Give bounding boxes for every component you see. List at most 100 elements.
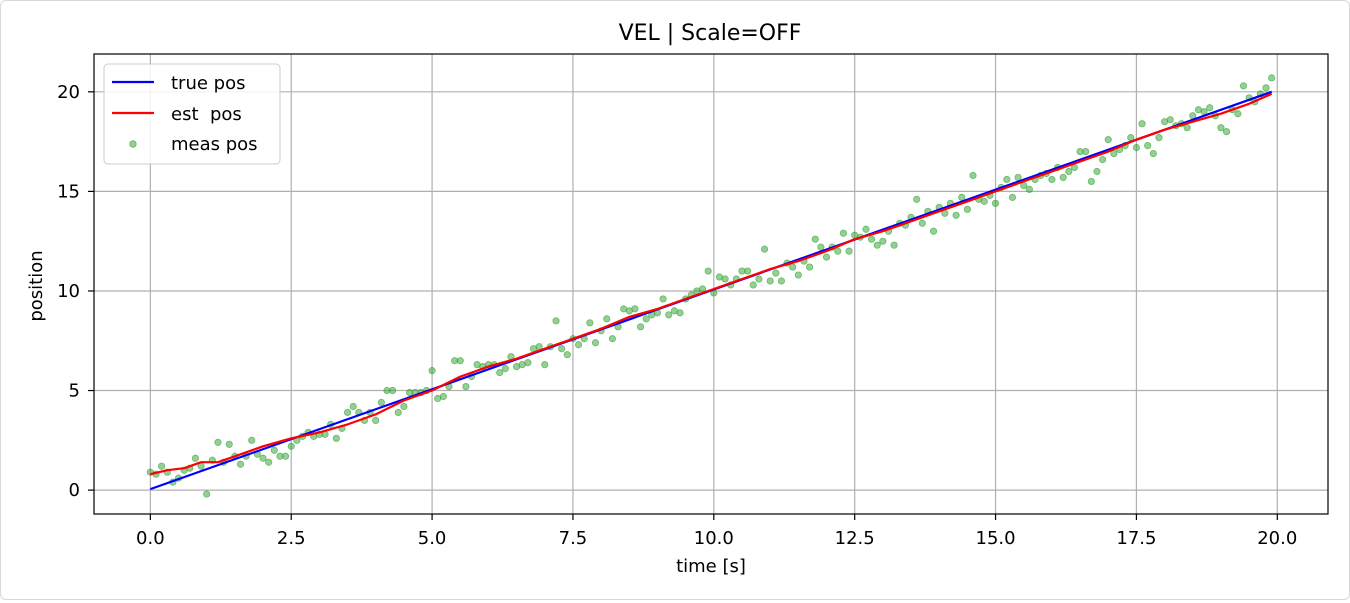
meas-pos-point <box>1065 167 1073 176</box>
y-tick-label: 10 <box>57 281 80 302</box>
meas-pos-point <box>400 402 408 411</box>
x-tick-label: 15.0 <box>976 528 1016 549</box>
meas-pos-point <box>603 315 611 323</box>
meas-pos-point <box>456 357 464 365</box>
plot-area <box>146 74 1276 498</box>
meas-pos-point <box>760 245 769 253</box>
meas-pos-point <box>608 335 616 343</box>
meas-pos-point <box>794 271 802 279</box>
legend-meas-pos-swatch <box>129 140 137 148</box>
meas-pos-point <box>372 416 380 425</box>
meas-pos-point <box>158 462 166 470</box>
x-tick-label: 10.0 <box>694 528 734 549</box>
meas-pos-point <box>574 341 583 349</box>
meas-pos-point <box>1166 116 1174 124</box>
meas-pos-point <box>1268 74 1276 82</box>
meas-pos-point <box>1217 124 1225 132</box>
meas-pos-point <box>203 490 211 498</box>
meas-pos-point <box>214 438 222 446</box>
meas-pos-point <box>1082 147 1090 156</box>
meas-pos-point <box>265 458 273 466</box>
meas-pos-point <box>541 361 549 369</box>
meas-pos-point <box>1239 82 1248 90</box>
meas-pos-point <box>1183 124 1191 132</box>
meas-pos-point <box>822 253 831 261</box>
x-tick-label: 5.0 <box>418 528 447 549</box>
meas-pos-point <box>389 386 397 395</box>
meas-pos-point <box>270 446 278 454</box>
meas-pos-point <box>665 311 673 319</box>
meas-pos-point <box>332 434 340 442</box>
meas-pos-point <box>1093 167 1101 176</box>
meas-pos-point <box>1104 136 1112 144</box>
meas-pos-point <box>1008 193 1017 201</box>
meas-pos-point <box>225 440 233 448</box>
meas-pos-point <box>349 402 357 411</box>
meas-pos-point <box>958 193 966 201</box>
meas-pos-point <box>377 398 385 407</box>
meas-pos-point <box>501 365 509 373</box>
legend-box <box>103 63 281 165</box>
meas-pos-point <box>676 309 684 317</box>
meas-pos-point <box>963 205 971 213</box>
meas-pos-point <box>191 454 200 462</box>
meas-pos-point <box>913 195 921 203</box>
meas-pos-point <box>259 454 267 462</box>
x-axis-label: time [s] <box>676 556 746 577</box>
meas-pos-point <box>918 219 926 227</box>
meas-pos-point <box>991 199 1000 207</box>
meas-pos-point <box>524 359 532 367</box>
meas-pos-point <box>343 408 352 417</box>
meas-pos-point <box>749 281 757 289</box>
meas-pos-point <box>287 442 295 450</box>
y-tick-label: 20 <box>57 82 80 103</box>
y-tick-label: 15 <box>57 181 80 202</box>
meas-pos-point <box>1144 142 1152 150</box>
legend: true pos est pos meas pos <box>103 63 281 165</box>
grid <box>94 54 1328 514</box>
meas-pos-point <box>873 241 881 249</box>
meas-pos-point <box>1222 128 1231 136</box>
meas-pos-point <box>591 339 600 347</box>
meas-pos-point <box>1234 110 1242 118</box>
meas-pos-point <box>642 315 650 323</box>
meas-pos-point <box>1132 143 1141 152</box>
legend-est-pos-label: est pos <box>171 104 242 125</box>
meas-pos-point <box>845 247 853 255</box>
meas-pos-point <box>439 392 447 401</box>
legend-meas-pos-label: meas pos <box>171 134 258 155</box>
meas-pos-point <box>631 305 639 313</box>
meas-pos-point <box>496 369 504 377</box>
meas-pos-point <box>811 235 819 243</box>
y-tick-label: 5 <box>69 381 80 402</box>
y-axis-label: position <box>26 250 47 321</box>
meas-pos-point <box>929 227 938 235</box>
x-tick-label: 12.5 <box>835 528 875 549</box>
est-pos-line <box>150 92 1273 476</box>
x-axis-ticks: 0.0 2.5 5.0 7.5 10.0 12.5 15.0 17.5 20.0 <box>136 514 1297 549</box>
meas-pos-point <box>563 351 571 359</box>
meas-pos-point <box>1155 134 1163 142</box>
meas-pos-point <box>772 269 780 277</box>
meas-pos-point <box>834 247 842 255</box>
meas-pos-point <box>552 317 560 325</box>
meas-pos-point <box>704 267 712 275</box>
x-tick-label: 2.5 <box>277 528 306 549</box>
meas-pos-point <box>1059 173 1067 182</box>
y-axis-ticks: 0 5 10 15 20 <box>57 82 94 501</box>
meas-pos-point <box>1138 120 1146 128</box>
meas-pos-point <box>806 263 814 271</box>
y-tick-label: 0 <box>69 480 80 501</box>
meas-pos-point <box>755 275 763 283</box>
meas-pos-point <box>659 295 667 303</box>
meas-pos-point <box>862 225 870 233</box>
meas-pos-point <box>766 277 774 285</box>
meas-pos-point <box>248 436 256 444</box>
x-tick-label: 0.0 <box>136 528 165 549</box>
meas-pos-point <box>744 267 752 275</box>
meas-pos-point <box>969 171 977 180</box>
meas-pos-point <box>817 243 825 251</box>
meas-pos-point <box>558 345 566 353</box>
meas-pos-point <box>236 460 245 468</box>
